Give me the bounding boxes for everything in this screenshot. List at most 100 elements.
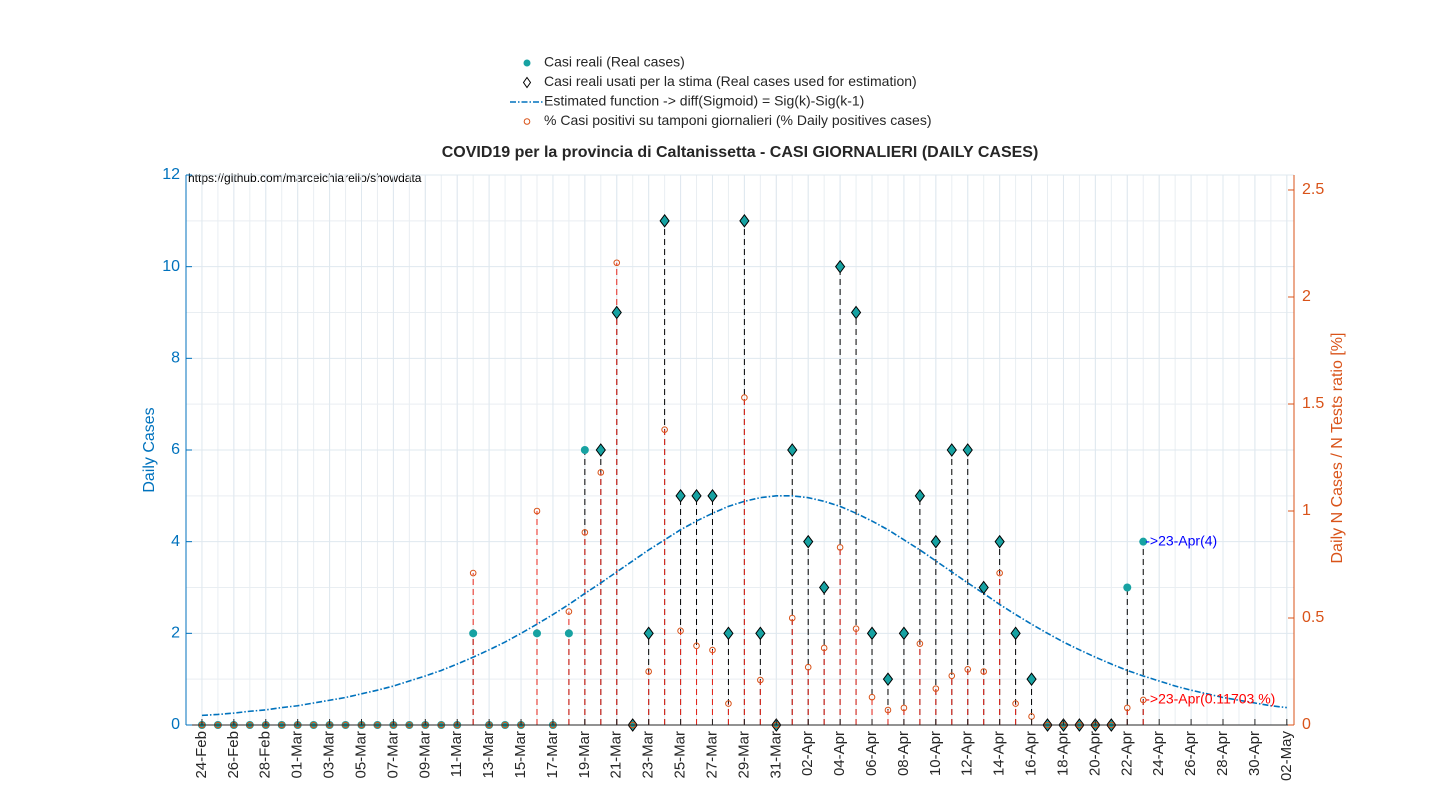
chart-title: COVID19 per la provincia di Caltanissett… bbox=[442, 144, 1039, 161]
ratio-marker bbox=[1012, 700, 1019, 707]
x-tick-label: 23-Mar bbox=[640, 731, 657, 779]
ratio-marker bbox=[932, 685, 940, 692]
x-tick-label: 11-Mar bbox=[448, 731, 465, 777]
x-tick-label: 28-Apr bbox=[1214, 731, 1231, 776]
ratio-marker bbox=[980, 668, 987, 675]
estimation-marker bbox=[739, 213, 750, 228]
y2-tick-label: 0.5 bbox=[1302, 609, 1324, 626]
ratio-marker bbox=[613, 259, 621, 267]
y-tick-label: 12 bbox=[162, 166, 180, 183]
ratio-marker bbox=[948, 672, 956, 680]
estimation-marker bbox=[946, 443, 957, 457]
ratio-marker bbox=[868, 693, 876, 701]
estimation-marker bbox=[898, 626, 910, 641]
estimation-marker bbox=[803, 534, 814, 549]
real-case-marker bbox=[564, 629, 573, 638]
x-tick-label: 16-Apr bbox=[1023, 731, 1040, 776]
ratio-marker bbox=[852, 625, 860, 632]
legend-swatch bbox=[523, 118, 531, 125]
legend-swatch bbox=[523, 59, 531, 67]
ratio-marker bbox=[741, 394, 748, 401]
ratio-marker bbox=[565, 608, 573, 615]
x-tick-label: 20-Apr bbox=[1086, 731, 1103, 776]
real-case-marker bbox=[1123, 583, 1132, 592]
x-tick-label: 12-Apr bbox=[959, 731, 976, 776]
estimation-marker bbox=[994, 534, 1005, 549]
estimation-marker bbox=[1026, 672, 1037, 687]
ratio-marker bbox=[788, 614, 796, 622]
y-tick-label: 2 bbox=[171, 625, 180, 642]
estimation-marker bbox=[595, 443, 606, 457]
ratio-marker bbox=[884, 706, 892, 714]
ratio-marker bbox=[916, 640, 924, 647]
real-case-marker bbox=[469, 629, 478, 638]
x-tick-label: 19-Mar bbox=[576, 731, 593, 779]
ratio-marker bbox=[757, 676, 764, 684]
estimation-marker bbox=[1010, 626, 1021, 641]
y2-tick-label: 2.5 bbox=[1302, 181, 1324, 198]
x-tick-label: 24-Feb bbox=[193, 731, 210, 779]
ratio-marker bbox=[581, 529, 589, 536]
ratio-marker bbox=[469, 569, 477, 577]
ratio-marker bbox=[804, 663, 812, 671]
ratio-marker bbox=[725, 700, 732, 707]
real-case-marker bbox=[580, 446, 589, 454]
estimation-marker bbox=[978, 580, 989, 595]
y-tick-label: 0 bbox=[171, 716, 180, 733]
x-tick-label: 01-Mar bbox=[289, 731, 306, 779]
x-tick-label: 26-Feb bbox=[225, 731, 242, 779]
ratio-marker bbox=[677, 627, 684, 635]
ratio-marker bbox=[820, 644, 828, 652]
x-tick-label: 27-Mar bbox=[703, 731, 720, 779]
ratio-marker bbox=[964, 666, 972, 673]
x-tick-label: 24-Apr bbox=[1150, 731, 1167, 776]
y-axis-label: Daily Cases bbox=[141, 407, 158, 492]
y2-axis-label: Daily N Cases / N Tests ratio [%] bbox=[1329, 333, 1346, 564]
x-tick-label: 18-Apr bbox=[1054, 731, 1071, 776]
estimation-marker bbox=[659, 213, 670, 228]
legend: Casi reali (Real cases) Casi reali usati … bbox=[510, 54, 931, 128]
x-tick-label: 07-Mar bbox=[384, 731, 401, 779]
ratio-marker bbox=[1123, 704, 1131, 712]
x-tick-label: 03-Mar bbox=[321, 731, 338, 779]
y2-tick-label: 1.5 bbox=[1302, 395, 1324, 412]
estimation-marker bbox=[643, 626, 654, 641]
estimation-marker bbox=[866, 626, 878, 641]
real-case-marker bbox=[532, 629, 541, 638]
y2-tick-label: 0 bbox=[1302, 716, 1311, 733]
legend-swatch bbox=[522, 76, 532, 89]
estimation-marker bbox=[819, 580, 830, 595]
legend-label: Casi reali (Real cases) bbox=[544, 54, 685, 70]
y-tick-label: 6 bbox=[171, 441, 180, 458]
legend-label: Casi reali usati per la stima (Real case… bbox=[544, 73, 917, 89]
annotation: ->23-Apr(4) bbox=[1145, 532, 1217, 548]
x-tick-label: 26-Apr bbox=[1182, 731, 1199, 776]
annotation: ->23-Apr(0.11703 %) bbox=[1145, 691, 1275, 707]
x-tick-label: 10-Apr bbox=[927, 731, 944, 776]
estimation-marker bbox=[882, 672, 894, 687]
x-tick-label: 02-Apr bbox=[799, 731, 816, 776]
ratio-marker bbox=[693, 642, 700, 650]
x-tick-label: 15-Mar bbox=[512, 731, 529, 779]
ratio-marker bbox=[661, 426, 668, 433]
estimation-marker bbox=[707, 488, 718, 503]
ratio-marker bbox=[836, 544, 844, 551]
x-tick-label: 31-Mar bbox=[767, 731, 784, 779]
estimation-marker bbox=[675, 488, 686, 503]
x-tick-label: 25-Mar bbox=[672, 731, 689, 779]
x-tick-label: 28-Feb bbox=[257, 731, 274, 779]
ratio-marker bbox=[597, 469, 605, 476]
estimation-marker bbox=[755, 626, 766, 641]
x-tick-label: 04-Apr bbox=[831, 731, 848, 776]
y2-tick-label: 2 bbox=[1302, 288, 1311, 305]
x-tick-label: 02-May bbox=[1278, 731, 1295, 782]
estimation-marker bbox=[691, 488, 702, 503]
estimation-marker bbox=[723, 626, 734, 641]
x-tick-label: 13-Mar bbox=[480, 731, 497, 779]
estimation-marker bbox=[787, 443, 798, 457]
legend-label: Estimated function -> diff(Sigmoid) = Si… bbox=[544, 93, 864, 109]
ratio-marker bbox=[645, 668, 652, 675]
estimation-marker bbox=[914, 488, 926, 503]
